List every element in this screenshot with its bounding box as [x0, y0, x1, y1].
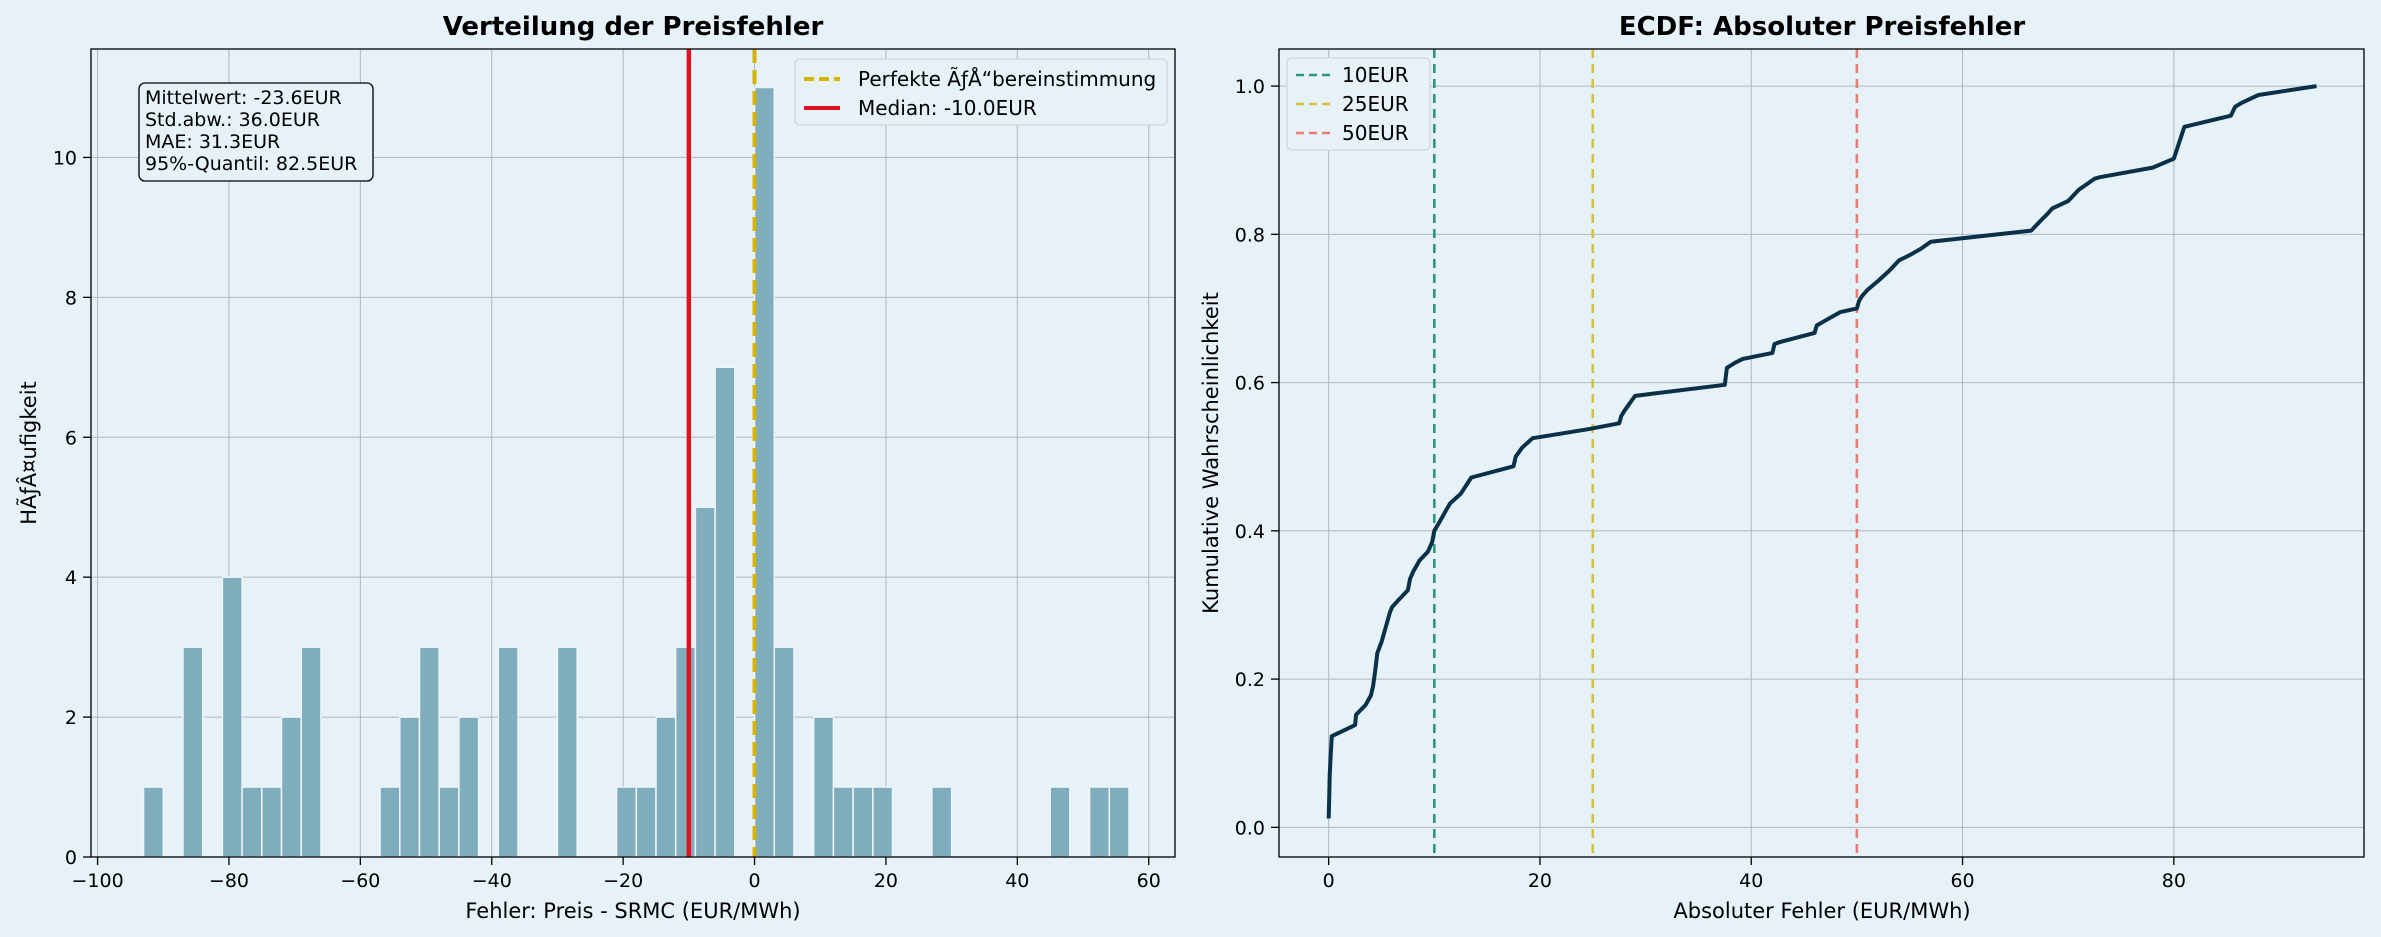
histogram-bar [872, 786, 894, 858]
histogram-legend: Perfekte ÃƒÅ“bereinstimmung Median: -10.… [794, 58, 1168, 126]
histogram-x-tick-label: −20 [603, 870, 643, 892]
histogram-bar [852, 786, 874, 858]
histogram-bars [142, 86, 1130, 858]
histogram-bar [773, 646, 795, 858]
stats-quantile: 95%-Quantil: 82.5EUR [145, 153, 357, 175]
histogram-title: Verteilung der Preisfehler [443, 12, 824, 42]
ecdf-legend-frame [1286, 57, 1431, 151]
histogram-y-tick-label: 10 [53, 147, 77, 169]
ecdf-title: ECDF: Absoluter Preisfehler [1619, 12, 2026, 42]
legend-label-median: Median: -10.0EUR [858, 96, 1037, 120]
ecdf-y-tick-label: 0.2 [1235, 669, 1265, 691]
histogram-bar [497, 646, 519, 858]
histogram-x-tick-label: 0 [748, 870, 760, 892]
histogram-x-tick-label: −100 [71, 870, 123, 892]
histogram-y-tick-label: 2 [65, 707, 77, 729]
ecdf-grid [1279, 49, 2364, 857]
legend-label-50eur: 50EUR [1342, 121, 1409, 145]
histogram-x-ticks: −100 −80 −60 −40 −20 0 20 40 60 [71, 857, 1161, 892]
histogram-bar [221, 576, 243, 858]
ecdf-x-tick-label: 20 [1528, 870, 1552, 892]
stats-box-frame [138, 82, 374, 182]
ecdf-x-tick-label: 80 [2162, 870, 2186, 892]
ecdf-y-axis-label: Kumulative Wahrscheinlichkeit [1199, 292, 1223, 614]
histogram-bar [241, 786, 263, 858]
ecdf-y-tick-label: 0.8 [1235, 224, 1265, 246]
histogram-bar [418, 646, 440, 858]
histogram-bar [458, 716, 480, 858]
histogram-bar [694, 506, 716, 858]
histogram-bar [714, 366, 736, 858]
histogram-bar [280, 716, 302, 858]
histogram-bar [615, 786, 638, 858]
histogram-bar [674, 646, 697, 858]
histogram-x-tick-label: 60 [1137, 870, 1161, 892]
histogram-bar [438, 786, 460, 858]
ecdf-panel: 0 20 40 60 80 0.0 0.2 0.4 0.6 0.8 1.0 ECDF: Absol… [1199, 12, 2365, 923]
histogram-bar [753, 86, 775, 858]
ecdf-frame [1278, 48, 2365, 858]
histogram-x-tick-label: 40 [1005, 870, 1029, 892]
histogram-x-tick-label: −40 [472, 870, 512, 892]
ecdf-x-tick-label: 0 [1323, 870, 1335, 892]
histogram-y-axis-label: HÃƒÂ¤ufigkeit [15, 381, 41, 525]
histogram-bar [1108, 786, 1130, 858]
histogram-bar [300, 646, 322, 858]
histogram-bar [655, 716, 677, 858]
histogram-y-tick-label: 0 [65, 847, 77, 869]
histogram-reference-lines [686, 49, 757, 857]
stats-mean: Mittelwert: -23.6EUR [145, 87, 342, 109]
histogram-panel: −100 −80 −60 −40 −20 0 20 40 60 0 2 4 6 8 10 Verteilu… [15, 12, 1176, 923]
histogram-y-tick-label: 8 [65, 287, 77, 309]
ecdf-y-tick-label: 0.0 [1235, 817, 1265, 839]
histogram-x-tick-label: −80 [209, 870, 249, 892]
histogram-bar [832, 786, 854, 858]
histogram-y-tick-label: 6 [65, 427, 77, 449]
ecdf-plot-area [1279, 49, 2364, 857]
ecdf-x-tick-label: 60 [1950, 870, 1974, 892]
histogram-plot-area [91, 49, 1175, 857]
histogram-x-tick-label: −60 [340, 870, 380, 892]
histogram-bar [556, 646, 578, 858]
stats-std: Std.abw.: 36.0EUR [145, 109, 320, 131]
legend-label-25eur: 25EUR [1342, 92, 1409, 116]
ecdf-y-tick-label: 1.0 [1235, 76, 1265, 98]
histogram-y-ticks: 0 2 4 6 8 10 [53, 147, 91, 869]
legend-label-10eur: 10EUR [1342, 63, 1409, 87]
ecdf-x-tick-label: 40 [1739, 870, 1763, 892]
legend-label-perfect-match: Perfekte ÃƒÅ“bereinstimmung [858, 67, 1156, 91]
histogram-bar [182, 646, 204, 858]
histogram-legend-frame [794, 58, 1168, 126]
histogram-bar [379, 786, 401, 858]
histogram-frame [90, 48, 1176, 858]
histogram-bar [635, 786, 657, 858]
histogram-bar [812, 716, 835, 858]
histogram-bar [399, 716, 421, 858]
stats-box: Mittelwert: -23.6EUR Std.abw.: 36.0EUR M… [138, 82, 374, 182]
ecdf-y-tick-label: 0.4 [1235, 521, 1265, 543]
histogram-bar [1088, 786, 1111, 858]
histogram-bar [142, 786, 165, 858]
stats-mae: MAE: 31.3EUR [145, 131, 280, 153]
ecdf-x-ticks: 0 20 40 60 80 [1323, 857, 2186, 892]
ecdf-y-ticks: 0.0 0.2 0.4 0.6 0.8 1.0 [1235, 76, 1279, 839]
histogram-bar [261, 786, 283, 858]
ecdf-x-axis-label: Absoluter Fehler (EUR/MWh) [1673, 899, 1970, 923]
histogram-bar [931, 786, 953, 858]
ecdf-legend: 10EUR 25EUR 50EUR [1286, 57, 1431, 151]
histogram-y-tick-label: 4 [65, 567, 77, 589]
histogram-bar [1049, 786, 1071, 858]
histogram-x-axis-label: Fehler: Preis - SRMC (EUR/MWh) [465, 899, 800, 923]
ecdf-line [1326, 84, 2317, 819]
ecdf-y-tick-label: 0.6 [1235, 373, 1265, 395]
histogram-x-tick-label: 20 [874, 870, 898, 892]
